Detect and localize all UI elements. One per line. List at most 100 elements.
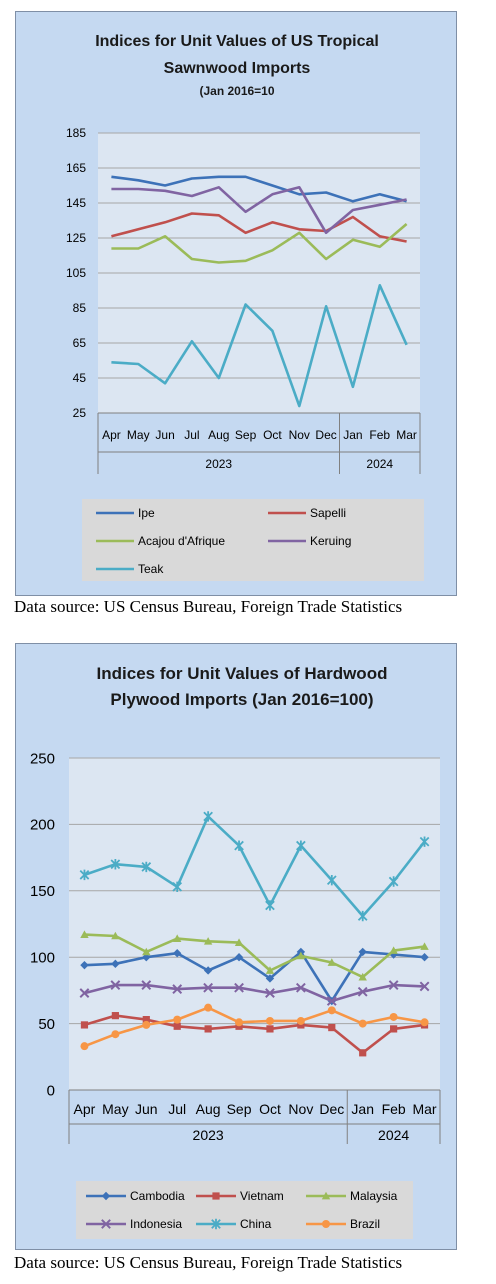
data-point: [265, 966, 275, 974]
series-line: [84, 1014, 425, 1055]
legend-item: Malaysia: [306, 1189, 398, 1203]
data-point: [266, 1025, 274, 1033]
x-tick-label: Jul: [184, 428, 199, 442]
data-point: [265, 974, 275, 983]
data-point: [359, 1049, 367, 1057]
legend-box: [82, 499, 424, 581]
legend-marker: [212, 1192, 220, 1200]
chart-plywood: Indices for Unit Values of Hardwood Plywo…: [30, 664, 441, 1239]
data-point: [111, 931, 120, 940]
series-line: [111, 186, 407, 235]
legend-item: China: [196, 1217, 272, 1231]
series-indonesia: [79, 980, 430, 1006]
y-tick-label: 65: [73, 336, 87, 350]
chart-panel-sawnwood: Indices for Unit Values of US Tropical Sa…: [15, 11, 457, 596]
data-point: [420, 1018, 429, 1027]
data-point: [173, 1015, 182, 1024]
legend-marker: [101, 1191, 111, 1201]
legend-marker: [211, 1218, 221, 1230]
y-tick-label: 150: [30, 883, 55, 900]
data-point: [141, 861, 152, 873]
x-tick-label: Dec: [315, 428, 336, 442]
data-point: [234, 982, 244, 993]
data-point: [110, 980, 121, 990]
legend-marker: [321, 1191, 331, 1200]
x-tick-label: Nov: [288, 1101, 313, 1117]
y-tick-label: 185: [66, 126, 86, 140]
legend-item: Sapelli: [268, 506, 346, 520]
legend-item: Keruing: [268, 534, 351, 548]
data-point: [203, 966, 213, 975]
x-tick-label: Apr: [102, 428, 121, 442]
legend-label: Vietnam: [240, 1189, 284, 1203]
data-point: [111, 1030, 120, 1039]
data-point: [204, 1025, 212, 1033]
legend-label: Malaysia: [350, 1189, 398, 1203]
source-note-1: Data source: US Census Bureau, Foreign T…: [14, 597, 403, 616]
data-point: [172, 984, 183, 994]
data-point: [358, 1019, 367, 1028]
legend-item: Cambodia: [86, 1189, 185, 1203]
chart-title: Indices for Unit Values of Hardwood Plywo…: [97, 664, 388, 709]
plot-area: [69, 758, 440, 1090]
data-point: [420, 942, 429, 950]
series-teak: [111, 283, 408, 408]
chart-sawnwood: Indices for Unit Values of US Tropical Sa…: [66, 33, 424, 581]
legend-marker: [101, 1219, 111, 1229]
legend-label: Ipe: [138, 506, 155, 520]
data-point: [173, 934, 182, 942]
series-keruing: [111, 186, 407, 235]
data-point: [390, 1025, 398, 1033]
x-tick-label: Sep: [235, 428, 257, 442]
data-point: [296, 951, 306, 960]
series-line: [111, 175, 407, 203]
data-point: [327, 1006, 336, 1015]
year-label: 2023: [205, 457, 232, 471]
x-tick-label: Feb: [369, 428, 390, 442]
data-point: [203, 937, 213, 945]
data-point: [389, 1012, 398, 1021]
y-tick-label: 105: [66, 266, 86, 280]
legend: Cambodia Vietnam Malaysia Indonesia China Bra…: [86, 1189, 398, 1231]
data-point: [357, 910, 368, 922]
data-point: [204, 1003, 213, 1012]
y-tick-label: 200: [30, 817, 55, 834]
source-note-2: Data source: US Census Bureau, Foreign T…: [14, 1253, 403, 1272]
legend-label: Cambodia: [130, 1189, 185, 1203]
data-point: [358, 972, 367, 981]
data-point: [80, 1042, 89, 1051]
data-point: [80, 930, 89, 938]
x-tick-label: Jun: [135, 1101, 158, 1117]
year-label: 2024: [366, 457, 393, 471]
chart-title-line: Indices for Unit Values of Hardwood: [97, 664, 388, 683]
chart-title-line: Sawnwood Imports: [164, 60, 311, 77]
x-tick-label: Jan: [343, 428, 362, 442]
legend: Ipe Sapelli Acajou d'Afrique Keruing Teak: [96, 506, 351, 576]
x-tick-label: Dec: [319, 1101, 344, 1117]
data-point: [295, 982, 306, 993]
chart-title-line: Plywood Imports (Jan 2016=100): [110, 690, 373, 709]
data-point: [234, 840, 244, 851]
data-point: [111, 1012, 119, 1020]
x-tick-label: Apr: [74, 1101, 96, 1117]
data-point: [357, 986, 368, 997]
data-point: [388, 980, 399, 990]
legend-label: Keruing: [310, 534, 351, 548]
series-line: [111, 223, 408, 264]
data-point: [419, 981, 430, 992]
data-point: [142, 1020, 151, 1029]
x-tick-label: Nov: [289, 428, 310, 442]
legend-item: Indonesia: [86, 1217, 182, 1231]
data-point: [296, 840, 306, 851]
legend-item: Vietnam: [196, 1189, 284, 1203]
data-point: [110, 859, 121, 870]
series-brazil: [80, 1003, 429, 1051]
legend-label: Indonesia: [130, 1217, 182, 1231]
series-ipe: [111, 175, 407, 203]
data-point: [203, 982, 214, 993]
series-malaysia: [80, 930, 429, 981]
data-point: [296, 1016, 305, 1025]
data-point: [265, 1016, 274, 1025]
x-tick-label: Sep: [227, 1101, 252, 1117]
y-tick-label: 145: [66, 196, 86, 210]
